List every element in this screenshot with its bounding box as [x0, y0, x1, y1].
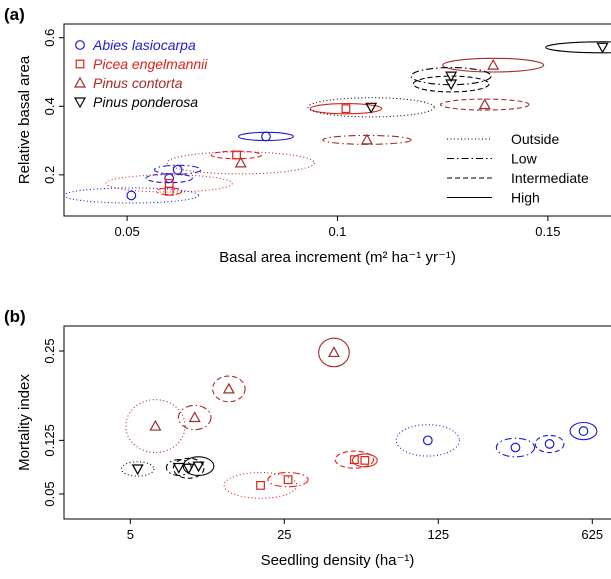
point-pinus-ponderosa-high: [192, 461, 205, 473]
point-picea-engelmannii-outside: [256, 481, 265, 490]
point-picea-engelmannii-intermediate: [232, 150, 241, 160]
legend-marker-abies-lasiocarpa: [75, 40, 85, 50]
data-layer: [64, 41, 611, 204]
chart-panel-b: 5 25 125 625 0.05 0.125 0.25 Seedling density (…: [16, 325, 611, 569]
point-abies-lasiocarpa-high: [578, 426, 589, 436]
ellipse-pinus-contorta-intermediate: [212, 375, 246, 403]
legend-label-pinus-contorta: Pinus contorta: [93, 75, 183, 91]
x-tick-label: 625: [581, 527, 603, 542]
ellipse-pinus-ponderosa-outside: [120, 461, 155, 477]
ellipse-abies-lasiocarpa-outside: [64, 187, 200, 204]
y-tick-label: 0.4: [42, 97, 57, 115]
ellipse-pinus-contorta-high: [318, 337, 350, 368]
legend-marker-picea-engelmannii: [75, 59, 85, 69]
point-pinus-contorta-outside: [149, 419, 162, 431]
ellipse-picea-engelmannii-intermediate: [334, 450, 375, 469]
ellipse-pinus-ponderosa-high: [182, 456, 215, 476]
plot-frame: [63, 23, 611, 217]
ellipse-pinus-contorta-outside: [125, 399, 186, 454]
x-tick-label: 25: [277, 527, 291, 542]
y-tick-label: 0.2: [42, 166, 57, 184]
ellipse-abies-lasiocarpa-low: [495, 437, 536, 458]
x-tick-label: 125: [427, 527, 449, 542]
x-tick-label: 0.1: [328, 224, 346, 239]
point-pinus-ponderosa-outside: [365, 102, 378, 114]
point-abies-lasiocarpa-intermediate: [544, 439, 555, 449]
ellipse-picea-engelmannii-high: [351, 453, 378, 468]
legend-label-outside: Outside: [511, 131, 559, 147]
ellipse-abies-lasiocarpa-outside: [395, 424, 460, 457]
panel-b-label: (b): [4, 307, 26, 326]
panel-a-label: (a): [4, 5, 25, 24]
ellipse-picea-engelmannii-high: [309, 102, 383, 115]
ellipse-abies-lasiocarpa-intermediate: [534, 434, 565, 454]
point-pinus-ponderosa-outside: [131, 464, 144, 476]
legend-label-intermediate: Intermediate: [511, 170, 589, 186]
point-pinus-ponderosa-low: [172, 462, 185, 474]
ellipse-pinus-ponderosa-intermediate: [172, 457, 205, 479]
plot-frame: [63, 325, 611, 520]
x-tick-label: 5: [127, 527, 134, 542]
point-picea-engelmannii-low: [164, 186, 174, 196]
y-tick-label: 0.125: [42, 424, 57, 457]
ellipse-pinus-contorta-high: [442, 57, 545, 73]
point-pinus-ponderosa-intermediate: [445, 79, 458, 91]
x-axis-title: Basal area increment (m² ha⁻¹ yr⁻¹): [219, 249, 456, 266]
point-pinus-contorta-low: [360, 133, 373, 145]
ellipse-picea-engelmannii-low: [267, 471, 309, 488]
y-axis-title: Mortality index: [16, 374, 33, 471]
point-abies-lasiocarpa-high: [261, 131, 271, 142]
data-layer: [120, 337, 598, 499]
x-tick-label: 0.15: [535, 224, 560, 239]
ellipse-pinus-contorta-outside: [166, 151, 315, 175]
chart-panel-a: 0.05 0.1 0.15 0.2 0.4 0.6 Basal area increment…: [16, 23, 611, 266]
y-axis-title: Relative basal area: [16, 55, 33, 184]
ellipse-pinus-contorta-intermediate: [440, 98, 530, 111]
point-pinus-contorta-low: [188, 411, 201, 423]
legend-label-pinus-ponderosa: Pinus ponderosa: [93, 94, 198, 110]
ellipse-picea-engelmannii-outside: [223, 471, 298, 499]
point-pinus-contorta-high: [487, 58, 500, 70]
x-tick-label: 0.05: [114, 224, 139, 239]
x-axis-title: Seedling density (ha⁻¹): [261, 552, 415, 569]
ellipse-pinus-ponderosa-low: [410, 66, 492, 86]
point-abies-lasiocarpa-low: [510, 442, 521, 453]
point-pinus-ponderosa-high: [596, 42, 609, 54]
point-abies-lasiocarpa-outside: [126, 190, 137, 201]
point-picea-engelmannii-high: [360, 455, 370, 465]
point-pinus-contorta-intermediate: [222, 382, 235, 394]
ellipse-abies-lasiocarpa-high: [569, 421, 598, 441]
y-tick-label: 0.6: [42, 29, 57, 47]
legend-label-abies-lasiocarpa: Abies lasiocarpa: [92, 37, 196, 53]
y-tick-label: 0.05: [42, 481, 57, 506]
point-abies-lasiocarpa-outside: [422, 435, 433, 446]
point-pinus-contorta-intermediate: [478, 98, 491, 110]
legend-marker-pinus-ponderosa: [73, 97, 87, 109]
point-picea-engelmannii-low: [283, 475, 293, 485]
legend-marker-pinus-contorta: [73, 76, 87, 88]
ellipse-picea-engelmannii-low: [156, 187, 183, 196]
ellipse-pinus-ponderosa-outside: [307, 97, 435, 118]
y-tick-label: 0.25: [42, 338, 57, 363]
point-picea-engelmannii-high: [341, 104, 351, 114]
point-abies-lasiocarpa-intermediate: [164, 173, 175, 184]
legend-label-picea-engelmannii: Picea engelmannii: [93, 56, 208, 72]
legend-label-high: High: [511, 190, 540, 206]
point-pinus-contorta-outside: [234, 156, 247, 168]
ellipse-abies-lasiocarpa-low: [153, 164, 202, 175]
point-pinus-contorta-high: [327, 346, 340, 358]
ellipse-pinus-ponderosa-intermediate: [412, 75, 490, 93]
legend-label-low: Low: [511, 151, 538, 167]
point-pinus-ponderosa-intermediate: [182, 463, 195, 475]
ellipse-pinus-contorta-low: [177, 404, 212, 431]
